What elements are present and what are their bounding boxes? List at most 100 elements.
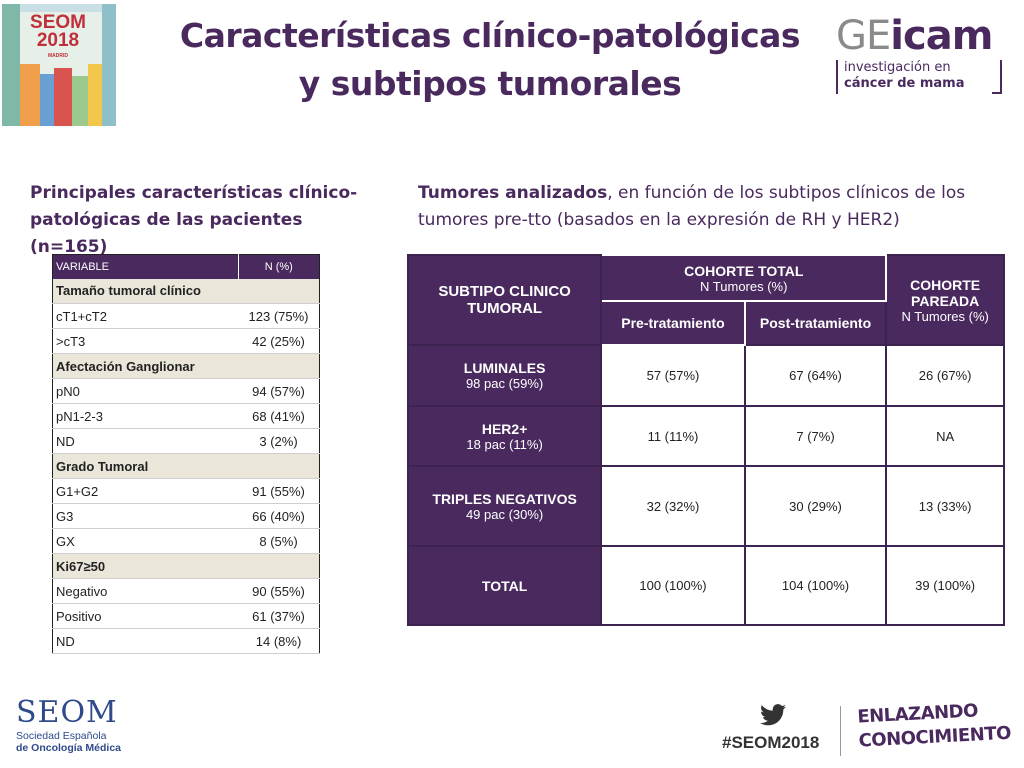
cell-post: 30 (29%): [743, 465, 888, 547]
cell-pre: 32 (32%): [600, 465, 746, 547]
cell-pre: 100 (100%): [600, 545, 746, 626]
logo-stripe: [20, 64, 40, 126]
footer-divider: [840, 706, 841, 756]
hashtag-seom2018: #SEOM2018: [722, 733, 820, 752]
tumor-subtype-table: SUBTIPO CLINICO TUMORAL COHORTE TOTAL N …: [406, 254, 1005, 626]
table-row: cT1+cT2 123 (75%): [52, 303, 320, 329]
seom-footer-logo: SEOM Sociedad Española de Oncología Médi…: [16, 695, 122, 755]
table-group-row: Grado Tumoral: [52, 453, 320, 479]
table-row: >cT3 42 (25%): [52, 328, 320, 354]
table-row: GX 8 (5%): [52, 528, 320, 554]
cell-pareada: 39 (100%): [885, 545, 1005, 626]
cell-value: 90 (55%): [238, 578, 320, 604]
cell-pareada: NA: [885, 405, 1005, 467]
row-label-triples-negativos: TRIPLES NEGATIVOS 49 pac (30%): [406, 465, 603, 547]
table-row: LUMINALES 98 pac (59%) 57 (57%) 67 (64%)…: [406, 344, 1005, 407]
cell-pre: 11 (11%): [600, 405, 746, 467]
cell-label: GX: [52, 528, 239, 554]
cell-value: 123 (75%): [238, 303, 320, 329]
cell-post: 104 (100%): [743, 545, 888, 626]
cell-label: Negativo: [52, 578, 239, 604]
table-row: G1+G2 91 (55%): [52, 478, 320, 504]
column-header-n: N (%): [238, 254, 320, 279]
cell-value: [238, 278, 320, 304]
table-group-row: Ki67≥50: [52, 553, 320, 579]
row-label-total: TOTAL: [406, 545, 603, 626]
title-line-2: y subtipos tumorales: [298, 64, 682, 103]
cell-value: 61 (37%): [238, 603, 320, 629]
table-row: Positivo 61 (37%): [52, 603, 320, 629]
cell-label: ND: [52, 628, 239, 654]
cell-post: 67 (64%): [743, 344, 888, 407]
logo-stripe: [2, 4, 20, 126]
row-label-her2: HER2+ 18 pac (11%): [406, 405, 603, 467]
cell-pre: 57 (57%): [600, 344, 746, 407]
logo-stripe: [20, 4, 102, 12]
table-row: HER2+ 18 pac (11%) 11 (11%) 7 (7%) NA: [406, 405, 1005, 467]
cell-label: cT1+cT2: [52, 303, 239, 329]
table-group-row: Afectación Ganglionar: [52, 353, 320, 379]
cell-value: [238, 553, 320, 579]
column-header-variable: VARIABLE: [52, 254, 239, 279]
cell-label: Tamaño tumoral clínico: [52, 278, 239, 304]
twitter-icon: [760, 704, 786, 726]
row-label-luminales: LUMINALES 98 pac (59%): [406, 344, 603, 407]
left-section-heading: Principales características clínico-pato…: [30, 183, 358, 257]
cell-value: [238, 353, 320, 379]
cell-post: 7 (7%): [743, 405, 888, 467]
pre-tratamiento-header: Pre-tratamiento: [600, 300, 746, 346]
cell-label: pN1-2-3: [52, 403, 239, 429]
geicam-logo: GEicam investigación en cáncer de mama: [836, 14, 1006, 98]
logo-city: MADRID: [48, 53, 68, 59]
logo-stripe: [54, 68, 72, 126]
cell-pareada: 13 (33%): [885, 465, 1005, 547]
cell-label: Ki67≥50: [52, 553, 239, 579]
table-row: pN1-2-3 68 (41%): [52, 403, 320, 429]
cell-label: Positivo: [52, 603, 239, 629]
enlazando-conocimiento-logo: ENLAZANDO CONOCIMIENTO: [856, 700, 1012, 752]
cell-label: pN0: [52, 378, 239, 404]
cell-label: Grado Tumoral: [52, 453, 239, 479]
table-row: ND 14 (8%): [52, 628, 320, 654]
logo-seom-text: SEOM 2018: [30, 12, 86, 51]
cell-value: 94 (57%): [238, 378, 320, 404]
cell-pareada: 26 (67%): [885, 344, 1005, 407]
cell-value: 66 (40%): [238, 503, 320, 529]
cell-label: G1+G2: [52, 478, 239, 504]
table-group-row: Tamaño tumoral clínico: [52, 278, 320, 304]
table-header-row: VARIABLE N (%): [52, 254, 320, 279]
cell-value: 68 (41%): [238, 403, 320, 429]
cell-value: 14 (8%): [238, 628, 320, 654]
table-row: pN0 94 (57%): [52, 378, 320, 404]
cell-label: Afectación Ganglionar: [52, 353, 239, 379]
right-section-heading: Tumores analizados, en función de los su…: [418, 183, 966, 230]
post-tratamiento-header: Post-tratamiento: [743, 300, 888, 346]
logo-stripe: [102, 4, 116, 126]
cohorte-pareada-header: COHORTE PAREADA N Tumores (%): [885, 254, 1005, 346]
logo-stripe: [72, 76, 88, 126]
cell-label: ND: [52, 428, 239, 454]
logo-stripe: [40, 74, 54, 126]
table-row: G3 66 (40%): [52, 503, 320, 529]
cohorte-total-header: COHORTE TOTAL N Tumores (%): [600, 254, 888, 302]
cell-label: G3: [52, 503, 239, 529]
geicam-tagline: investigación en cáncer de mama: [836, 60, 964, 94]
table-row: TRIPLES NEGATIVOS 49 pac (30%) 32 (32%) …: [406, 465, 1005, 547]
geicam-brand: GEicam: [836, 13, 993, 59]
table-row: ND 3 (2%): [52, 428, 320, 454]
cell-value: 42 (25%): [238, 328, 320, 354]
patient-characteristics-table: VARIABLE N (%) Tamaño tumoral clínico cT1…: [52, 254, 320, 654]
subtipo-header: SUBTIPO CLINICO TUMORAL: [406, 254, 603, 346]
table-row: Negativo 90 (55%): [52, 578, 320, 604]
title-line-1: Características clínico-patológicas: [179, 16, 801, 55]
cell-value: 8 (5%): [238, 528, 320, 554]
seom-2018-logo: SEOM 2018 MADRID: [2, 4, 116, 126]
cell-value: 91 (55%): [238, 478, 320, 504]
cell-value: 3 (2%): [238, 428, 320, 454]
logo-stripe: [88, 64, 102, 126]
cell-value: [238, 453, 320, 479]
geicam-corner-bracket: [992, 60, 1002, 94]
table-row: TOTAL 100 (100%) 104 (100%) 39 (100%): [406, 545, 1005, 626]
cell-label: >cT3: [52, 328, 239, 354]
page-title: Características clínico-patológicas y su…: [160, 12, 820, 108]
